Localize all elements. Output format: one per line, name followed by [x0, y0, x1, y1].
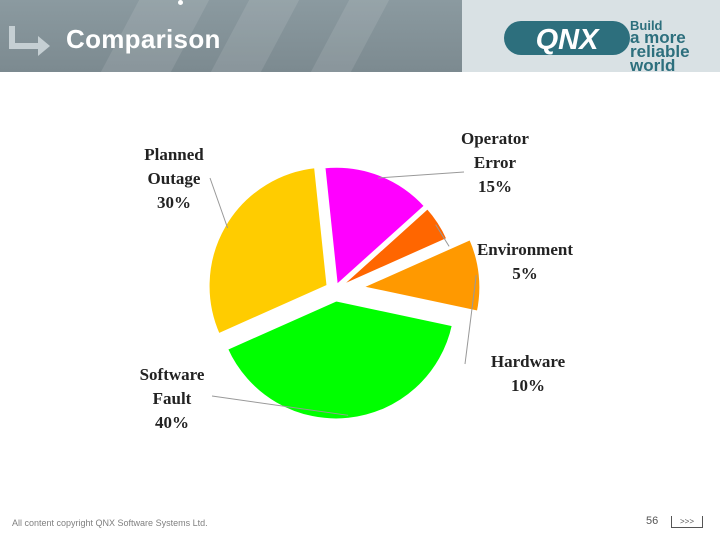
footer-copyright: All content copyright QNX Software Syste… — [12, 518, 208, 528]
slice-label-line: 15% — [478, 177, 512, 196]
slice-label: Hardware 10% — [491, 352, 566, 395]
slice-label: Planned Outage 30% — [144, 145, 204, 212]
slice-label-line: Environment — [477, 240, 573, 259]
slice-label-line: 5% — [512, 264, 538, 283]
leader-line — [211, 395, 349, 416]
slice-label-line: Planned — [144, 145, 204, 164]
slice-label-line: Fault — [153, 389, 192, 408]
pie-slice-environment — [337, 205, 450, 290]
arrow-icon — [9, 26, 50, 56]
next-slide-button[interactable]: >>> — [671, 516, 703, 528]
logo-panel: QNX Build a more reliable world — [462, 0, 720, 72]
slice-label: Environment 5% — [477, 240, 573, 283]
pie-slice-hardware — [356, 236, 483, 315]
logo-tagline-line: Build — [630, 18, 663, 33]
page-number: 56 — [646, 515, 659, 527]
page-title: Comparison — [66, 24, 221, 54]
qnx-logo: QNX — [504, 21, 630, 56]
slice-label-line: Software — [140, 365, 205, 384]
logo-tagline-line: a more — [630, 28, 686, 47]
pie-slice-software-fault — [224, 298, 456, 422]
pie-slice-operator-error — [322, 164, 428, 290]
slice-label-line: Hardware — [491, 352, 566, 371]
slice-label-line: 40% — [155, 413, 189, 432]
logo-brand: QNX — [536, 24, 601, 56]
slice-label-line: 30% — [157, 193, 191, 212]
logo-tagline: Build a more reliable world — [630, 18, 690, 72]
header-dot — [178, 0, 183, 5]
leader-line — [209, 177, 229, 229]
logo-tagline-line: world — [630, 56, 676, 72]
slice-label: Operator Error 15% — [461, 129, 529, 196]
slice-label: Software Fault 40% — [140, 365, 205, 432]
slice-label-line: 10% — [511, 376, 545, 395]
pie-slice-planned-outage — [206, 165, 330, 337]
slice-label-line: Operator — [461, 129, 529, 148]
logo-tagline-line: reliable — [630, 42, 690, 61]
leader-line — [464, 275, 477, 365]
slice-label-line: Outage — [148, 169, 201, 188]
leader-line — [377, 171, 465, 179]
slide-header: Comparison QNX Build a more reliable wor… — [0, 0, 720, 72]
slice-label-line: Error — [474, 153, 517, 172]
